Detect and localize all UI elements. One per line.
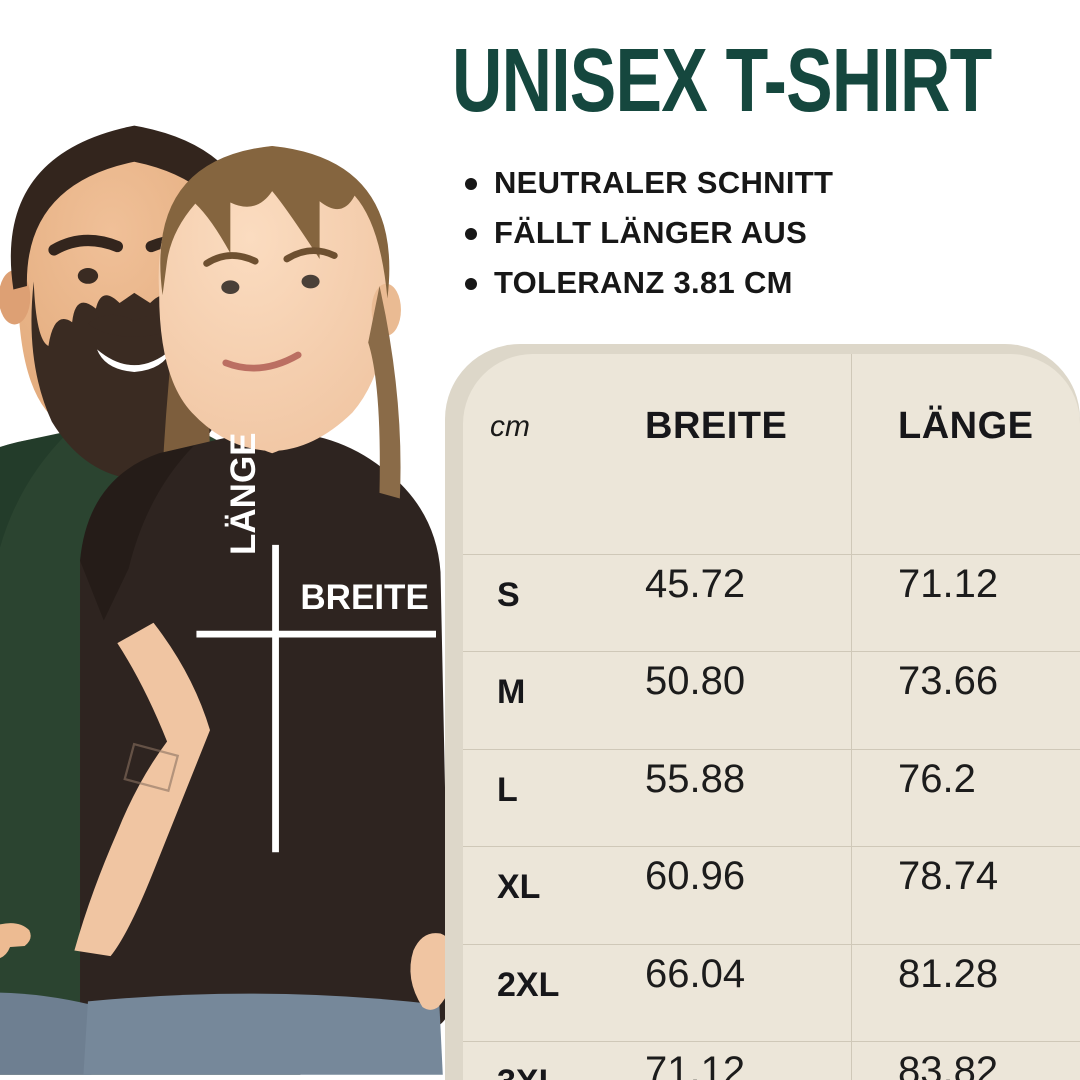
svg-text:BREITE: BREITE [300, 578, 428, 617]
svg-text:LÄNGE: LÄNGE [224, 432, 263, 555]
